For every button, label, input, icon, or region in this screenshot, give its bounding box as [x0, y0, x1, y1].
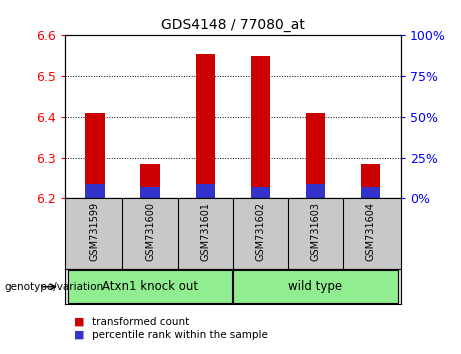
Bar	[251, 187, 270, 198]
Bar	[306, 184, 325, 198]
Text: GSM731600: GSM731600	[145, 202, 155, 261]
Text: GSM731601: GSM731601	[200, 202, 210, 261]
Bar	[306, 113, 325, 198]
Text: GSM731603: GSM731603	[311, 202, 320, 261]
Bar	[233, 270, 398, 303]
Text: GSM731604: GSM731604	[366, 202, 376, 261]
Bar	[141, 187, 160, 198]
Text: ■: ■	[74, 330, 84, 339]
Bar	[361, 187, 380, 198]
Bar	[85, 184, 105, 198]
Title: GDS4148 / 77080_at: GDS4148 / 77080_at	[161, 18, 305, 32]
Bar	[141, 164, 160, 198]
Bar	[361, 164, 380, 198]
Text: GSM731599: GSM731599	[90, 202, 100, 261]
Text: wild type: wild type	[289, 280, 343, 293]
Text: ■: ■	[74, 317, 84, 327]
Text: percentile rank within the sample: percentile rank within the sample	[92, 330, 268, 339]
Bar	[68, 270, 232, 303]
Bar	[195, 184, 215, 198]
Bar	[195, 54, 215, 198]
Text: GSM731602: GSM731602	[255, 202, 266, 261]
Bar	[251, 56, 270, 198]
Bar	[85, 113, 105, 198]
Text: genotype/variation: genotype/variation	[5, 282, 104, 292]
Text: transformed count: transformed count	[92, 317, 189, 327]
Text: Atxn1 knock out: Atxn1 knock out	[102, 280, 198, 293]
